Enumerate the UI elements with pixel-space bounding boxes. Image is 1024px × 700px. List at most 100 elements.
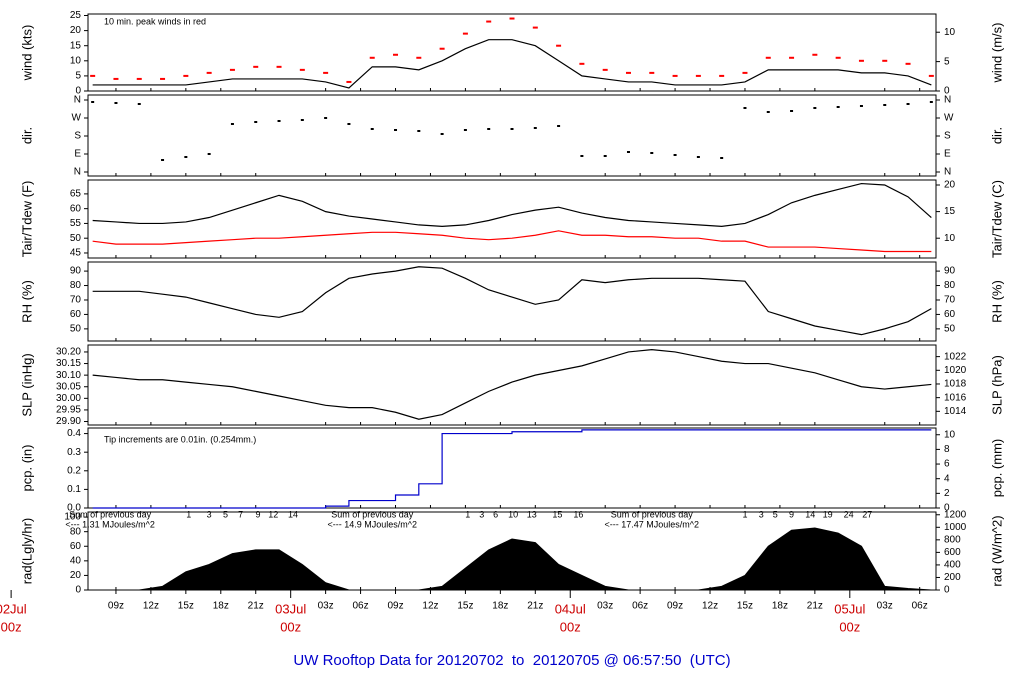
data-point [136,77,142,80]
panel-frame [87,179,937,259]
data-point [742,71,748,74]
data-point [91,101,95,103]
data-point [812,53,818,56]
y-tick-label: 40 [70,555,82,566]
hour-mark: 13 [527,509,537,519]
x-tick-label: 15z [457,601,473,612]
annotation: 10 min. peak winds in red [104,16,206,26]
data-point [533,127,537,129]
date-sublabel: 00z [1,619,22,634]
hour-mark: 1 [742,509,747,519]
y-tick-label: 29.95 [56,405,81,416]
data-point [486,20,492,23]
data-point [346,80,352,83]
data-point [207,153,211,155]
y2-tick-label: 1000 [944,522,967,533]
data-point [161,159,165,161]
hour-mark: 27 [862,509,872,519]
data-point [720,157,724,159]
data-point [509,17,515,20]
y2-tick-label: 1200 [944,509,967,520]
panel-frame [87,94,937,177]
data-point [299,68,305,71]
data-point [603,155,607,157]
panel-frame [87,427,937,509]
x-tick-label: 12z [702,601,718,612]
y2-tick-label: 5 [944,56,950,67]
data-point [789,56,795,59]
y-axis-label: RH (%) [19,280,34,323]
hour-mark: 5 [773,509,778,519]
y-tick-label: N [74,167,81,178]
hour-mark: 16 [573,509,583,519]
data-point [440,133,444,135]
data-point [905,62,911,65]
y2-tick-label: 800 [944,534,961,545]
x-tick-label: 15z [178,601,194,612]
line [92,182,932,227]
y-tick-label: 60 [70,309,82,320]
date-sublabel: 00z [280,619,301,634]
x-tick-label: 03z [597,601,613,612]
hour-mark: 5 [223,509,228,519]
hour-mark: 1 [186,509,191,519]
x-tick-label: 09z [667,601,683,612]
data-point [790,110,794,112]
y2-tick-label: 1014 [944,406,967,417]
y-tick-label: S [74,131,81,142]
data-point [835,56,841,59]
data-point [602,68,608,71]
data-point [649,71,655,74]
y2-tick-label: 6 [944,459,950,470]
hour-mark: 6 [493,509,498,519]
data-point [510,128,514,130]
daily-sum-value: <--- 14.9 MJoules/m^2 [327,519,417,529]
data-point [696,156,700,158]
daily-sum-label: Sum of previous day [611,509,694,519]
hour-mark: 3 [759,509,764,519]
y-axis-label: wind (kts) [19,25,34,82]
y-tick-label: 100 [64,512,81,523]
daily-sum-label: Sum of previous day [331,509,414,519]
data-point [254,121,258,123]
panel-frame [87,344,937,426]
y-axis-label: dir. [19,127,34,144]
hour-mark: 14 [288,509,298,519]
date-label: 02Jul [0,601,27,616]
y2-tick-label: E [944,149,951,160]
data-point [417,130,421,132]
x-tick-label: 21z [527,601,543,612]
data-point [672,74,678,77]
hour-mark: 14 [805,509,815,519]
y2-tick-label: W [944,113,954,124]
y-tick-label: 70 [70,295,82,306]
data-point [323,71,329,74]
x-tick-label: 09z [387,601,403,612]
data-point [277,120,281,122]
data-point [626,151,630,153]
y2-axis-label: pcp. (mm) [989,439,1004,498]
data-point [370,128,374,130]
data-point [439,47,445,50]
hour-mark: 7 [238,509,243,519]
y-tick-label: 80 [70,526,82,537]
y2-tick-label: 4 [944,473,950,484]
y2-tick-label: 15 [944,206,956,217]
panel-frame [87,13,937,92]
y2-tick-label: 10 [944,233,956,244]
step-line [92,429,932,509]
hour-mark: 19 [823,509,833,519]
y-tick-label: 30.15 [56,358,81,369]
y2-axis-label: RH (%) [989,280,1004,323]
y2-tick-label: 1016 [944,392,967,403]
y-axis-label: SLP (inHg) [19,353,34,416]
area [92,527,932,591]
y2-tick-label: 0 [944,503,950,514]
data-point [625,71,631,74]
y2-tick-label: S [944,131,951,142]
data-point [253,65,259,68]
data-point [883,104,887,106]
hour-mark: 3 [479,509,484,519]
